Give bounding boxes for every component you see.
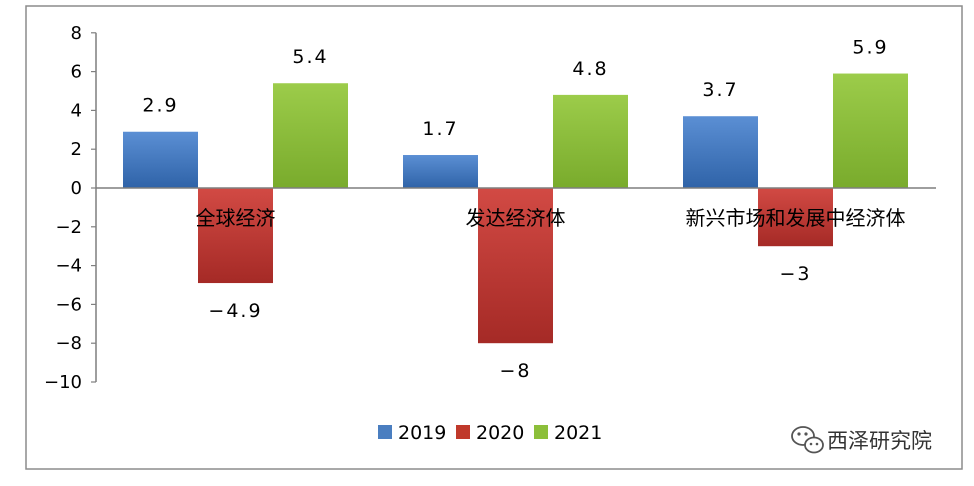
- bar-2019: [123, 131, 198, 188]
- bars: [96, 73, 936, 344]
- data-label: 5.4: [292, 46, 328, 68]
- legend-label: 2019: [398, 422, 446, 444]
- bar-2019: [683, 116, 758, 188]
- data-label: −3: [779, 263, 811, 285]
- data-labels: 2.9 −4.9 5.4 1.7 −8 4.8 3.7 −3 5.9: [142, 37, 888, 383]
- bar-2020: [478, 188, 553, 344]
- data-label: 2.9: [142, 95, 178, 117]
- legend: 2019 2020 2021: [378, 422, 602, 444]
- y-tick-label: 6: [71, 62, 82, 83]
- y-tick-label: 2: [71, 139, 82, 160]
- category-labels: 全球经济 发达经济体 新兴市场和发展中经济体: [196, 206, 906, 230]
- watermark-text: 西泽研究院: [827, 429, 932, 453]
- data-label: −8: [499, 360, 531, 382]
- data-label: 3.7: [702, 79, 738, 101]
- y-axis: 8 6 4 2 0 −2 −4 −6 −8 −10: [44, 23, 97, 393]
- legend-swatch: [456, 425, 470, 439]
- legend-swatch: [534, 425, 548, 439]
- y-tick-label: −6: [55, 294, 82, 315]
- y-tick-label: 0: [71, 178, 82, 199]
- category-label: 新兴市场和发展中经济体: [686, 206, 906, 230]
- bar-2021: [553, 94, 628, 188]
- bar-2021: [273, 83, 348, 188]
- y-tick-label: −2: [55, 217, 82, 238]
- data-label: 1.7: [422, 118, 458, 140]
- y-tick-label: −10: [44, 372, 82, 393]
- y-tick-label: −8: [55, 333, 82, 354]
- y-tick-label: 4: [71, 100, 82, 121]
- legend-swatch: [378, 425, 392, 439]
- category-label: 全球经济: [196, 206, 276, 230]
- data-label: 4.8: [572, 58, 608, 80]
- bar-2020: [758, 188, 833, 247]
- legend-label: 2020: [476, 422, 524, 444]
- bar-2021: [833, 73, 908, 188]
- data-label: 5.9: [852, 37, 888, 59]
- y-tick-label: 8: [71, 23, 82, 44]
- legend-label: 2021: [554, 422, 602, 444]
- data-label: −4.9: [208, 300, 262, 322]
- y-tick-label: −4: [55, 256, 82, 277]
- bar-2019: [403, 155, 478, 188]
- category-label: 发达经济体: [466, 206, 566, 230]
- bar-2020: [198, 188, 273, 284]
- wechat-icon: [791, 426, 824, 454]
- watermark: 西泽研究院: [791, 426, 932, 454]
- chart-border: [25, 5, 963, 470]
